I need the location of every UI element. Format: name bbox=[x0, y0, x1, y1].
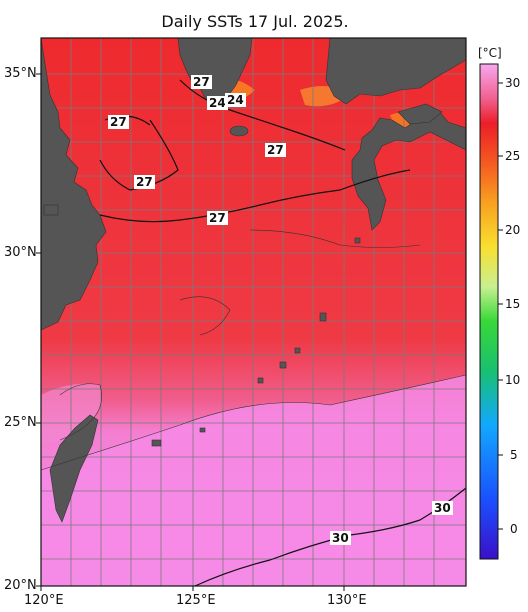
land-island-7 bbox=[354, 237, 361, 244]
contour-27-north bbox=[99, 119, 179, 191]
contour-label: 27 bbox=[134, 175, 155, 189]
land-jeju bbox=[229, 125, 249, 137]
land-island-2 bbox=[294, 347, 301, 354]
thin-contour-b bbox=[59, 383, 102, 441]
contour-label: 30 bbox=[432, 501, 453, 515]
colorbar-tick-30: 30 bbox=[505, 76, 521, 90]
colorbar-tick-25: 25 bbox=[505, 149, 521, 163]
land-shikoku bbox=[397, 103, 443, 125]
land-island-6 bbox=[199, 427, 206, 433]
colorbar-ticks bbox=[498, 82, 503, 530]
land-island-8 bbox=[43, 204, 59, 216]
lat-label-25: 25°N bbox=[4, 415, 37, 430]
land bbox=[40, 37, 467, 523]
contour-label: 30 bbox=[330, 531, 351, 545]
colorbar-unit: [°C] bbox=[478, 46, 502, 60]
axis-ticks bbox=[36, 73, 345, 591]
thin-contours bbox=[40, 229, 467, 471]
colorbar-tick-5: 5 bbox=[510, 448, 518, 462]
colorbar-tick-15: 15 bbox=[505, 297, 521, 311]
land-island-4 bbox=[257, 377, 264, 384]
colorbar-tick-10: 10 bbox=[505, 373, 521, 387]
graticule bbox=[41, 38, 466, 586]
land-island-5 bbox=[151, 439, 162, 447]
colorbar bbox=[479, 63, 499, 560]
colorbar-tick-20: 20 bbox=[505, 223, 521, 237]
lat-label-20: 20°N bbox=[4, 578, 37, 593]
thin-contour-c bbox=[179, 296, 231, 336]
contour-label: 27 bbox=[191, 75, 212, 89]
contour-label: 27 bbox=[207, 211, 228, 225]
land-taiwan bbox=[49, 414, 99, 523]
thin-contour-a bbox=[40, 374, 467, 471]
contour-label: 24 bbox=[207, 96, 228, 110]
contour-label: 27 bbox=[265, 143, 286, 157]
lat-label-35: 35°N bbox=[4, 66, 37, 81]
land-island-1 bbox=[319, 312, 327, 322]
map-frame bbox=[40, 37, 467, 587]
contour-27-south bbox=[99, 169, 411, 223]
contour-label: 24 bbox=[225, 93, 246, 107]
thin-contour-d bbox=[249, 229, 421, 248]
land-china bbox=[40, 37, 107, 331]
land-island-3 bbox=[279, 361, 287, 369]
contour-27-korea bbox=[179, 79, 346, 151]
contour-label: 27 bbox=[108, 115, 129, 129]
lon-label-125: 125°E bbox=[176, 593, 216, 608]
colorbar-tick-0: 0 bbox=[510, 522, 518, 536]
lon-label-130: 130°E bbox=[327, 593, 367, 608]
lat-label-30: 30°N bbox=[4, 245, 37, 260]
lon-label-120: 120°E bbox=[24, 593, 64, 608]
map-title: Daily SSTs 17 Jul. 2025. bbox=[161, 12, 349, 31]
